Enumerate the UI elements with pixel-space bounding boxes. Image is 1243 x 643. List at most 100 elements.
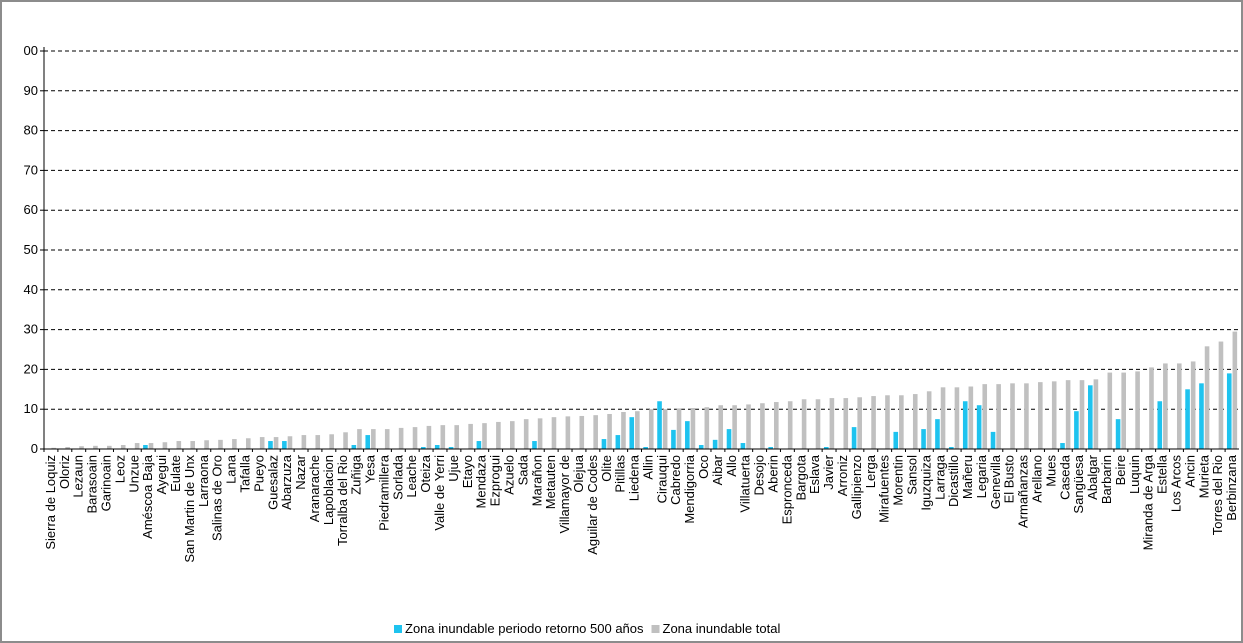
bar-series-2 [1121,372,1126,449]
bar-series-1 [1060,443,1065,449]
y-tick-label: 70 [24,162,38,177]
category-label: Leache [404,455,419,498]
category-label: Mirafuentes [877,455,892,523]
bar-series-2 [357,429,362,449]
category-label: Piedramillera [376,454,391,531]
category-label: Mues [1043,455,1058,487]
category-label: Pitillas [613,455,628,493]
bar-series-2 [176,441,182,449]
bar-series-2 [412,427,418,449]
category-label: Larraona [196,454,211,507]
bar-series-2 [787,401,793,449]
category-label: Cabredo [668,455,683,505]
axes: 0 10 20 30 40 50 60 70 80 90 00 [24,43,1239,456]
category-label: Desojo [752,455,767,495]
category-label: Mendaza [474,454,489,508]
bar-series-2 [1232,331,1238,449]
bar-series-1 [476,441,482,449]
bar-series-2 [996,384,1001,449]
y-tick-label: 20 [24,361,38,376]
category-label: Javier [821,454,836,489]
bar-series-1 [282,441,287,449]
bar-series-2 [899,395,904,449]
category-label: Abarzuza [279,454,294,510]
category-label: Ezprogui [488,455,503,506]
bar-series-1 [1185,389,1190,449]
bar-series-2 [301,435,307,449]
bar-series-1 [990,431,996,449]
bar-series-2 [954,387,960,449]
category-label: Sangüesa [1071,454,1086,513]
bar-series-2 [468,423,473,449]
bar-series-2 [1190,361,1196,449]
category-label: Ayegui [154,455,169,495]
category-label: Leoz [112,455,127,483]
bar-series-1 [976,405,982,449]
bar-series-2 [968,386,974,449]
bar-series-2 [801,399,807,449]
bar-series-2 [1093,379,1099,449]
bar-series-2 [885,395,890,449]
category-label: Azuelo [501,455,516,495]
bar-series-2 [93,445,98,449]
bar-series-1 [657,401,662,449]
category-label: Barasoain [85,455,100,514]
category-label: Armañanzas [1016,455,1031,528]
bar-series-2 [635,411,640,449]
y-tick-label: 90 [24,83,38,98]
bar-series-2 [940,387,946,449]
bar-series-1 [962,401,968,449]
category-label: Valle de Yerri [432,455,447,531]
bar-series-1 [740,443,746,449]
bar-series-2 [829,398,835,449]
bar-series-1 [935,419,940,449]
bar-series-2 [371,429,376,449]
category-label: Villatuerta [738,454,753,512]
category-label: Mañeru [960,455,975,499]
legend-label: Zona inundable periodo retorno 500 años [405,621,644,636]
bar-series-2 [329,434,334,449]
category-label: Lana [224,454,239,484]
bar-series-2 [565,416,571,449]
bar-series-2 [79,446,84,449]
category-label: Murieta [1196,454,1211,498]
bar-series-2 [704,407,710,449]
bar-series-2 [287,436,293,449]
bar-series-2 [162,442,168,449]
bar-series-2 [190,441,196,449]
category-label: Espronceda [779,454,794,524]
bar-series-2 [1065,380,1071,449]
category-label: Sada [515,454,530,485]
bar-series-2 [690,408,696,449]
category-label: Morentin [891,455,906,506]
bar-series-2 [621,411,626,449]
bar-series-2 [482,423,487,449]
bar-series-1 [615,435,621,449]
bar-series-2 [1204,346,1210,449]
category-label: Eulate [168,455,183,492]
category-label: Caseda [1057,454,1072,500]
bar-series-2 [732,405,737,449]
bar-series-2 [134,443,140,449]
bar-series-2 [384,429,390,449]
bar-series-2 [107,445,112,449]
bar-series-2 [51,447,57,449]
bar-series-2 [607,413,612,449]
bar-series-1 [768,447,774,449]
bar-series-1 [268,441,273,449]
legend: Zona inundable periodo retorno 500 años Z… [394,621,780,636]
bar-series-1 [1199,383,1204,449]
category-label: Unzue [126,455,141,493]
bar-series-1 [671,429,676,449]
bar-series-2 [1149,367,1154,449]
bar-series-2 [676,408,682,449]
bar-series-2 [537,418,543,449]
category-label: Ancin [1182,455,1197,488]
y-tick-label: 50 [24,242,38,257]
bar-series-1 [712,439,718,449]
category-label: Aranarache [307,455,322,522]
bar-series-2 [1163,363,1168,449]
category-label: San Martin de Unx [182,455,197,563]
bar-series-2 [245,438,251,449]
